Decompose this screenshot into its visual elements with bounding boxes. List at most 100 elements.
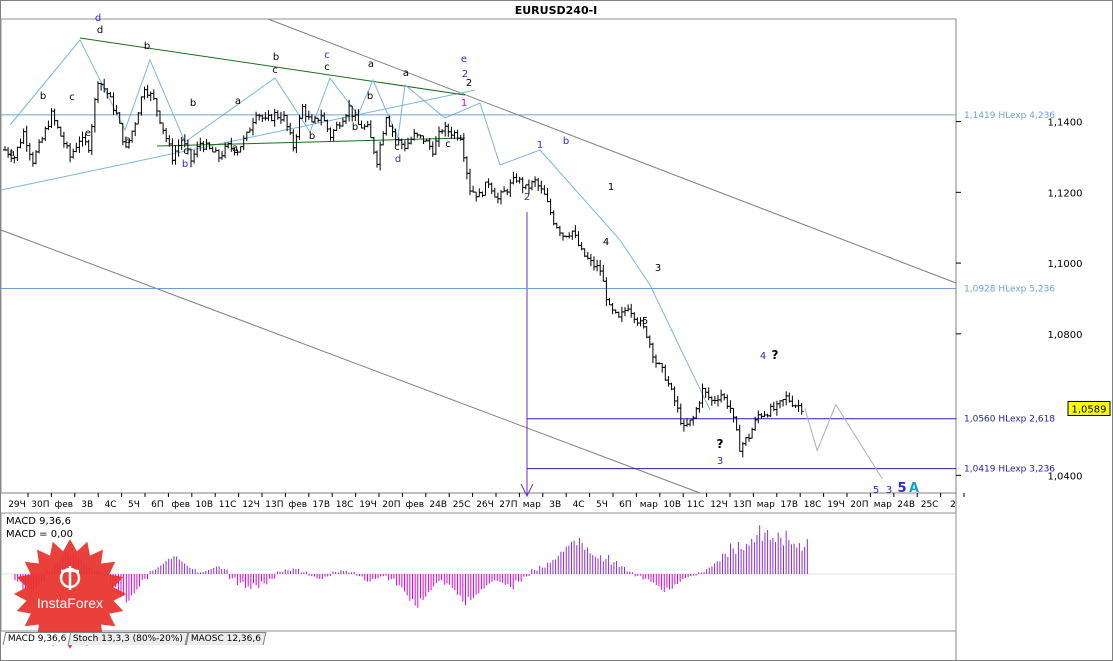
wave-label-black: a: [368, 59, 374, 70]
wave-label-blue: 2: [462, 69, 468, 80]
triangle-upper-line: [79, 37, 466, 96]
wave-label-black: e: [85, 128, 91, 139]
instaforex-logo: InstaForex: [14, 539, 126, 649]
time-tick-label: 10В: [195, 500, 213, 510]
wave-label-black: a: [235, 96, 241, 107]
wave-label-black: d: [97, 25, 103, 36]
chart-title: EURUSD240-I: [515, 4, 598, 17]
wave-label-black: 5: [642, 316, 648, 327]
indicator-value: MACD = 0,00: [6, 529, 73, 540]
wave-label-black: a: [403, 68, 409, 79]
wave-label-blue: b: [563, 136, 569, 147]
wave-label-black: b: [144, 41, 150, 52]
time-tick-label: 27П: [499, 500, 517, 510]
main-plot-area: [0, 18, 957, 494]
time-tick-label: 12Ч: [242, 500, 260, 510]
tab-stoch[interactable]: Stoch 13,3,3 (80%-20%): [68, 632, 189, 645]
wave-label-black: 4: [603, 237, 609, 248]
wave-zigzag-line: [9, 39, 711, 411]
time-tick-label: 4С: [573, 500, 585, 510]
level-label: 1,1419 HLexp 4,236: [964, 111, 1055, 121]
wave-label-black: c: [183, 146, 189, 157]
price-bars: [3, 78, 883, 480]
time-tick-label: 5Ч: [596, 500, 608, 510]
wave-label-black: c: [324, 62, 330, 73]
time-tick-label: мар: [640, 500, 658, 510]
time-tick-label: 6П: [619, 500, 632, 510]
wave-label-black: c: [272, 65, 278, 76]
time-tick-label: фев: [55, 500, 74, 510]
wave-label-blue: d: [95, 13, 101, 24]
price-tick-label: 1,1000: [1048, 259, 1083, 270]
time-tick-label: 12Ч: [710, 500, 728, 510]
macd-histogram: [1, 525, 956, 608]
time-tick-label: 5Ч: [128, 500, 140, 510]
time-tick-label: мар: [757, 500, 775, 510]
time-tick-label: 20П: [382, 500, 400, 510]
wave-label-black: a: [9, 148, 15, 159]
time-tick-label: 25С: [453, 500, 471, 510]
time-tick-label: мар: [523, 500, 541, 510]
logo-badge-icon: [14, 539, 126, 649]
time-tick-label: 17В: [312, 500, 330, 510]
wave-label-black: c: [445, 139, 451, 150]
tab-maosc[interactable]: MAOSC 12,36,6: [185, 632, 266, 645]
time-tick-label: 18С: [336, 500, 354, 510]
wave-label-blue: A: [909, 481, 919, 496]
time-tick-label: 25С: [921, 500, 939, 510]
wave-label-blue: 5: [873, 485, 879, 496]
blue-trendline: [0, 89, 476, 191]
time-tick-label: фев: [289, 500, 308, 510]
time-tick-label: 13П: [733, 500, 751, 510]
time-tick-label: 17В: [780, 500, 798, 510]
wave-label-black: a: [125, 135, 131, 146]
time-tick-label: фев: [172, 500, 191, 510]
wave-label-black: b: [190, 98, 196, 109]
time-tick-label: 10В: [663, 500, 681, 510]
time-tick-label: 4С: [105, 500, 117, 510]
wave-label-black: b: [352, 122, 358, 133]
time-tick-label: 19Ч: [827, 500, 845, 510]
indicator-tabs: MACD 9,36,6 Stoch 13,3,3 (80%-20%) MAOSC…: [2, 630, 266, 645]
wave-label-black: 1: [608, 182, 614, 193]
time-tick-label: 24В: [429, 500, 447, 510]
level-label: 1,0928 HLexp 5,236: [964, 285, 1055, 295]
wave-label-blue: 3: [717, 456, 723, 467]
arrow-head: [520, 483, 534, 498]
upper-channel-line: [267, 18, 957, 284]
price-tick-label: 1,1200: [1048, 188, 1083, 199]
wave-label-black: ?: [717, 437, 724, 451]
forecast-path: [804, 403, 883, 480]
price-tick-label: 1,0400: [1048, 471, 1083, 482]
price-tick-label: 1,0800: [1048, 330, 1083, 341]
tab-macd[interactable]: MACD 9,36,6: [2, 632, 72, 645]
wave-label-black: b: [367, 91, 373, 102]
wave-label-blue: d: [395, 154, 401, 165]
time-tick-label: 6П: [151, 500, 164, 510]
wave-label-blue: 3: [886, 485, 892, 496]
lower-channel-line: [0, 229, 701, 494]
indicator-panel: [0, 512, 957, 632]
time-tick-label: фев: [406, 500, 425, 510]
wave-label-black: 2: [466, 78, 472, 89]
wave-label-blue: 4: [760, 351, 766, 362]
wave-label-blue: 1: [537, 140, 543, 151]
level-label: 1,0419 HLexp 3,236: [964, 465, 1055, 475]
indicator-title: MACD 9,36,6: [6, 516, 71, 527]
price-axis: 1,1400 1,1200 1,1000 1,0800 1,0400 1,0589: [956, 118, 1111, 482]
wave-label-black: 3: [655, 263, 661, 274]
wave-label-black: ?: [772, 348, 779, 362]
time-tick-label: 3В: [549, 500, 561, 510]
wave-label-blue: e: [461, 54, 467, 65]
wave-label-blue: b: [182, 159, 188, 170]
logo-text: InstaForex: [37, 595, 103, 611]
current-price-label: 1,0589: [1072, 404, 1107, 415]
time-tick-label: 30П: [31, 500, 49, 510]
time-tick-label: 13П: [265, 500, 283, 510]
wave-label-black: b: [309, 131, 315, 142]
current-price-badge: [1067, 400, 1111, 416]
wave-label-blue: 2: [524, 192, 530, 203]
time-tick-label: 11С: [219, 500, 237, 510]
